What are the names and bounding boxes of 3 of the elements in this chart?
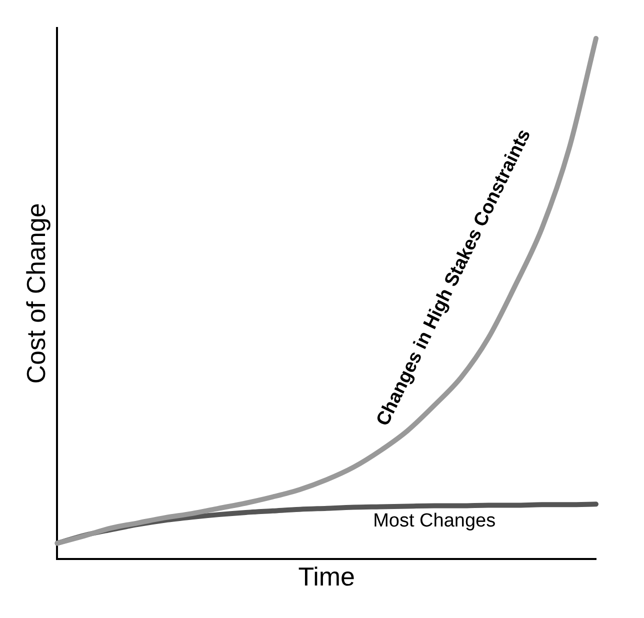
series-label: Most Changes (373, 510, 496, 532)
y-axis-title: Cost of Change (20, 203, 51, 384)
x-axis-title: Time (298, 562, 356, 592)
